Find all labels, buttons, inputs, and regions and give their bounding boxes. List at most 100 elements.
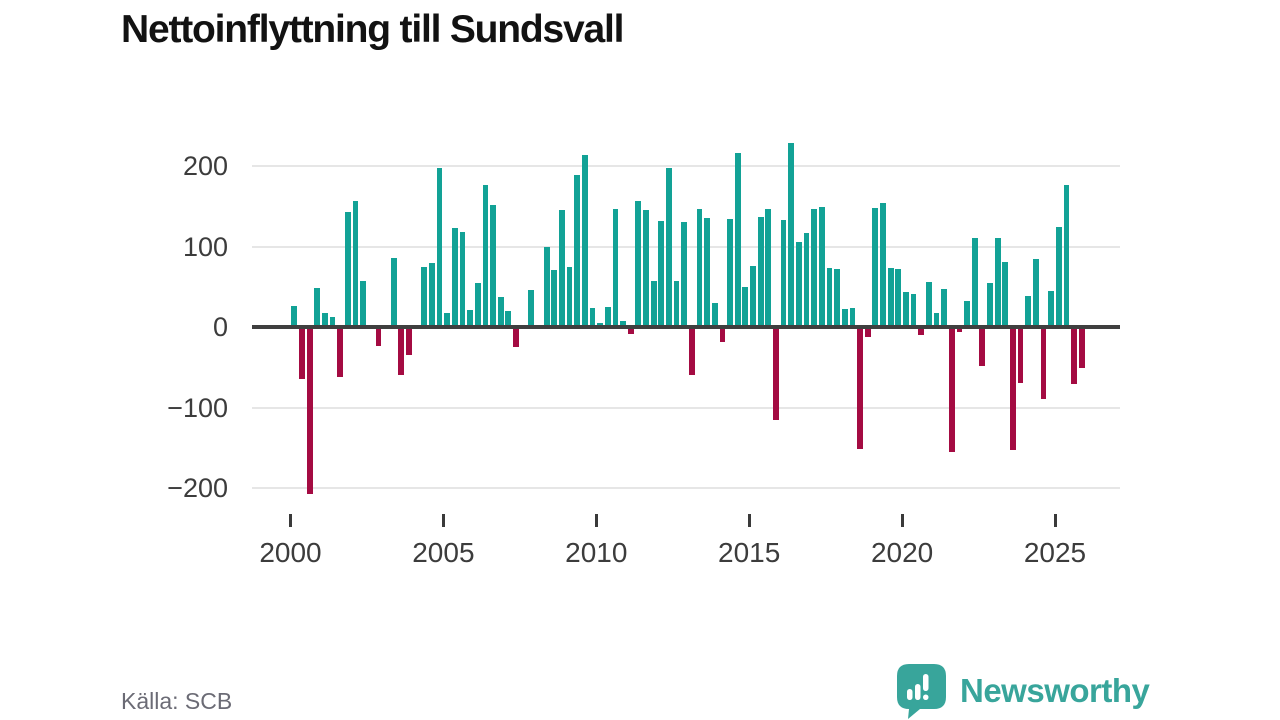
bar-2023-Q2 (1002, 261, 1009, 327)
bar-2018-Q4 (864, 327, 871, 337)
bar-2016-Q2 (788, 143, 795, 327)
bar-2009-Q2 (574, 174, 581, 327)
bar-2000-Q1 (291, 306, 298, 327)
bar-2019-Q1 (872, 207, 879, 327)
x-axis-tick (900, 514, 904, 527)
bar-2005-Q1 (444, 313, 451, 327)
bar-2005-Q4 (467, 310, 474, 327)
chart-title: Nettoinflyttning till Sundsvall (121, 8, 624, 51)
bar-2003-Q4 (406, 327, 412, 356)
bar-2025-Q3 (1071, 327, 1077, 385)
bar-2000-Q2 (299, 327, 305, 379)
bar-2013-Q2 (696, 208, 703, 327)
y-tick-label: −200 (167, 473, 228, 503)
bar-2021-Q2 (941, 289, 948, 327)
bar-2019-Q3 (887, 268, 894, 327)
bar-2009-Q1 (566, 267, 573, 327)
bar-2008-Q3 (551, 269, 558, 327)
x-axis-tick (289, 514, 292, 527)
bar-2008-Q4 (558, 210, 565, 327)
y-tick-label: 0 (212, 312, 228, 342)
y-gridline (252, 406, 1120, 409)
bar-2014-Q4 (742, 286, 749, 327)
bar-2012-Q3 (673, 281, 680, 327)
bar-2002-Q2 (360, 281, 367, 327)
bar-2024-Q2 (1032, 259, 1039, 327)
y-tick-label: 200 (182, 151, 228, 181)
bar-chart: 200 100 0 −100 −200 2000 2005 2010 2015 2020 2025 (167, 143, 1120, 568)
bar-2007-Q1 (505, 310, 512, 327)
y-gridline (252, 165, 1120, 167)
bar-2006-Q1 (474, 282, 481, 327)
zero-axis-line (252, 325, 1120, 329)
bar-2009-Q4 (589, 307, 596, 327)
bar-2017-Q4 (834, 269, 840, 327)
bar-2023-Q1 (994, 237, 1001, 327)
bar-2014-Q1 (719, 327, 726, 343)
bar-2022-Q4 (987, 282, 993, 327)
bar-2007-Q2 (513, 327, 519, 348)
bar-2020-Q1 (903, 291, 909, 327)
bar-2022-Q2 (971, 238, 978, 327)
bar-2022-Q3 (979, 327, 986, 366)
bar-2002-Q1 (352, 201, 359, 327)
bar-2011-Q4 (650, 281, 657, 327)
bar-2015-Q4 (773, 327, 779, 420)
bar-2010-Q4 (620, 321, 626, 327)
bar-2020-Q3 (918, 327, 925, 336)
source-label: Källa: SCB (121, 688, 233, 714)
bar-2019-Q2 (880, 203, 886, 327)
bar-2000-Q3 (306, 327, 313, 495)
x-tick-label: 2020 (870, 537, 934, 568)
bar-2017-Q3 (826, 268, 833, 327)
bar-2013-Q3 (704, 217, 711, 327)
bar-2004-Q4 (436, 167, 443, 327)
bar-2001-Q1 (322, 312, 328, 327)
bar-2005-Q2 (451, 227, 458, 327)
bar-2015-Q2 (757, 216, 764, 327)
bar-2003-Q3 (398, 327, 405, 376)
bar-2001-Q3 (337, 327, 344, 377)
bar-2001-Q2 (329, 317, 336, 327)
bar-2020-Q2 (910, 293, 917, 327)
x-tick-label: 2025 (1023, 537, 1087, 568)
bar-2004-Q3 (429, 263, 435, 327)
bar-2024-Q1 (1025, 296, 1032, 327)
bar-2013-Q1 (688, 327, 695, 376)
x-axis-tick (747, 514, 751, 527)
bar-2022-Q1 (964, 301, 970, 327)
bar-2020-Q4 (925, 281, 932, 327)
y-tick-label: −100 (167, 392, 228, 423)
y-gridline (252, 487, 1120, 489)
bar-2021-Q1 (933, 312, 940, 327)
newsworthy-logo-icon (897, 664, 946, 719)
bar-2010-Q1 (597, 322, 604, 327)
x-axis-tick (441, 514, 445, 527)
bar-2011-Q2 (635, 201, 642, 327)
bar-2016-Q3 (795, 242, 802, 327)
bar-2006-Q2 (482, 184, 489, 327)
bar-2017-Q2 (818, 207, 825, 327)
bar-2000-Q4 (314, 288, 321, 327)
bar-2024-Q4 (1048, 290, 1055, 327)
bar-2013-Q4 (711, 302, 718, 327)
brand-name: Newsworthy (960, 672, 1150, 709)
y-tick-label: 100 (182, 231, 228, 262)
bar-2019-Q4 (895, 269, 902, 327)
bar-2010-Q2 (604, 306, 611, 327)
bar-2016-Q1 (780, 219, 787, 327)
bar-2023-Q3 (1010, 327, 1016, 451)
bar-2007-Q4 (528, 289, 535, 327)
x-tick-label: 2000 (259, 537, 322, 568)
bar-2017-Q1 (811, 209, 818, 327)
bar-2014-Q3 (734, 153, 741, 327)
bar-2024-Q3 (1040, 327, 1047, 399)
bar-2002-Q4 (375, 327, 382, 346)
bar-2001-Q4 (344, 211, 351, 327)
brand: Newsworthy (896, 663, 1150, 719)
bar-2014-Q2 (727, 219, 733, 327)
bar-2016-Q4 (803, 232, 810, 327)
bar-2009-Q3 (581, 154, 588, 327)
bar-2015-Q3 (765, 208, 772, 327)
bar-2015-Q1 (750, 265, 756, 327)
